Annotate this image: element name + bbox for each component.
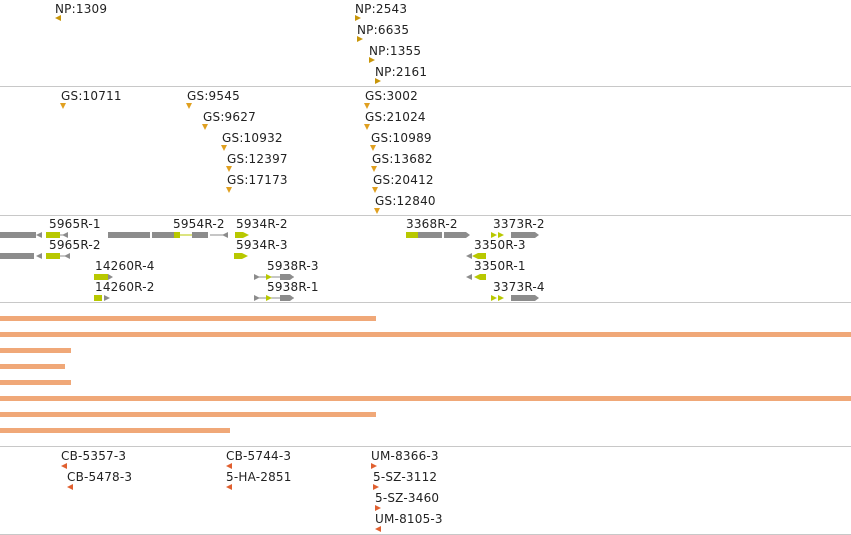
strain-feature-label[interactable]: 5-SZ-3112 [373,470,438,484]
coverage-bar[interactable] [0,428,230,433]
np-feature-label[interactable]: NP:1309 [55,2,108,16]
gene-label[interactable]: 3350R-1 [474,259,526,273]
gene-glyph[interactable] [491,232,539,238]
gs-feature-label[interactable]: GS:9545 [187,89,240,103]
strain-feature-label[interactable]: CB-5478-3 [67,470,133,484]
coverage-bar[interactable] [0,332,851,337]
gs-feature-label[interactable]: GS:20412 [373,173,434,187]
gene-track: 5965R-1 5965R-2 14260R-4 14260R-2 5954R-… [0,216,851,302]
np-marker-icon[interactable] [55,15,61,21]
gene-glyph[interactable] [254,274,294,280]
gene-glyph[interactable] [466,274,486,280]
strain-marker-icon[interactable] [67,484,73,490]
gs-feature-label[interactable]: GS:10711 [61,89,122,103]
gs-feature-label[interactable]: GS:9627 [203,110,256,124]
gene-label[interactable]: 5938R-1 [267,280,319,294]
gene-label[interactable]: 14260R-2 [95,280,155,294]
coverage-bar[interactable] [0,412,376,417]
gs-feature-label[interactable]: GS:10932 [222,131,283,145]
strain-feature-label[interactable]: 5-SZ-3460 [375,491,440,505]
np-marker-icon[interactable] [357,36,363,42]
gs-feature-label[interactable]: GS:3002 [365,89,418,103]
np-marker-icon[interactable] [355,15,361,21]
gene-label[interactable]: 3368R-2 [406,217,458,231]
gene-glyph[interactable] [94,295,110,301]
gene-label[interactable]: 5938R-3 [267,259,319,273]
track-separator [0,446,851,447]
gs-marker-icon[interactable] [372,187,378,193]
gene-glyph[interactable] [491,295,539,301]
strain-feature-label[interactable]: CB-5357-3 [61,449,127,463]
gene-label[interactable]: 5954R-2 [173,217,225,231]
gene-label[interactable]: 5965R-1 [49,217,101,231]
np-track: NP:1309 NP:2543 NP:6635 NP:1355 NP:2161 [0,0,851,86]
gs-marker-icon[interactable] [60,103,66,109]
strain-marker-icon[interactable] [371,463,377,469]
track-separator [0,86,851,87]
gene-glyph[interactable] [108,232,228,238]
gs-marker-icon[interactable] [186,103,192,109]
gs-marker-icon[interactable] [364,124,370,130]
gs-marker-icon[interactable] [364,103,370,109]
strain-marker-icon[interactable] [375,526,381,532]
gene-glyph[interactable] [406,232,470,238]
gs-marker-icon[interactable] [370,145,376,151]
gene-glyph[interactable] [0,253,70,259]
gene-label[interactable]: 5934R-2 [236,217,288,231]
track-separator [0,302,851,303]
coverage-bar[interactable] [0,380,71,385]
gene-label[interactable]: 14260R-4 [95,259,155,273]
gene-label[interactable]: 3350R-3 [474,238,526,252]
gene-glyph[interactable] [234,253,248,259]
strain-marker-icon[interactable] [375,505,381,511]
strain-track: CB-5357-3 CB-5478-3 CB-5744-3 5-HA-2851 … [0,447,851,534]
strain-feature-label[interactable]: UM-8105-3 [375,512,443,526]
gs-marker-icon[interactable] [226,187,232,193]
gene-glyph[interactable] [235,232,249,238]
np-marker-icon[interactable] [375,78,381,84]
coverage-bar[interactable] [0,348,71,353]
strain-feature-label[interactable]: CB-5744-3 [226,449,292,463]
gene-glyph[interactable] [254,295,294,301]
gene-glyph[interactable] [466,253,486,259]
gene-label[interactable]: 5965R-2 [49,238,101,252]
gs-track: GS:10711 GS:9545 GS:9627 GS:10932 GS:123… [0,87,851,215]
gene-label[interactable]: 5934R-3 [236,238,288,252]
strain-feature-label[interactable]: UM-8366-3 [371,449,439,463]
gs-marker-icon[interactable] [226,166,232,172]
gs-feature-label[interactable]: GS:12840 [375,194,436,208]
gene-glyph[interactable] [0,232,68,238]
gene-label[interactable]: 3373R-4 [493,280,545,294]
strain-feature-label[interactable]: 5-HA-2851 [226,470,292,484]
gs-marker-icon[interactable] [202,124,208,130]
gene-label[interactable]: 3373R-2 [493,217,545,231]
np-marker-icon[interactable] [369,57,375,63]
strain-marker-icon[interactable] [226,463,232,469]
np-feature-label[interactable]: NP:6635 [357,23,410,37]
coverage-track [0,303,851,446]
strain-marker-icon[interactable] [373,484,379,490]
strain-marker-icon[interactable] [61,463,67,469]
strain-marker-icon[interactable] [226,484,232,490]
coverage-bar[interactable] [0,364,65,369]
track-separator [0,215,851,216]
gs-feature-label[interactable]: GS:17173 [227,173,288,187]
gs-marker-icon[interactable] [374,208,380,214]
np-feature-label[interactable]: NP:2161 [375,65,428,79]
gene-glyph[interactable] [94,274,113,280]
gs-feature-label[interactable]: GS:12397 [227,152,288,166]
coverage-bar[interactable] [0,316,376,321]
np-feature-label[interactable]: NP:1355 [369,44,422,58]
gs-marker-icon[interactable] [221,145,227,151]
gs-feature-label[interactable]: GS:10989 [371,131,432,145]
gs-marker-icon[interactable] [371,166,377,172]
gs-feature-label[interactable]: GS:21024 [365,110,426,124]
gs-feature-label[interactable]: GS:13682 [372,152,433,166]
np-feature-label[interactable]: NP:2543 [355,2,408,16]
gene-glyphs [0,232,539,301]
coverage-bar[interactable] [0,396,851,401]
